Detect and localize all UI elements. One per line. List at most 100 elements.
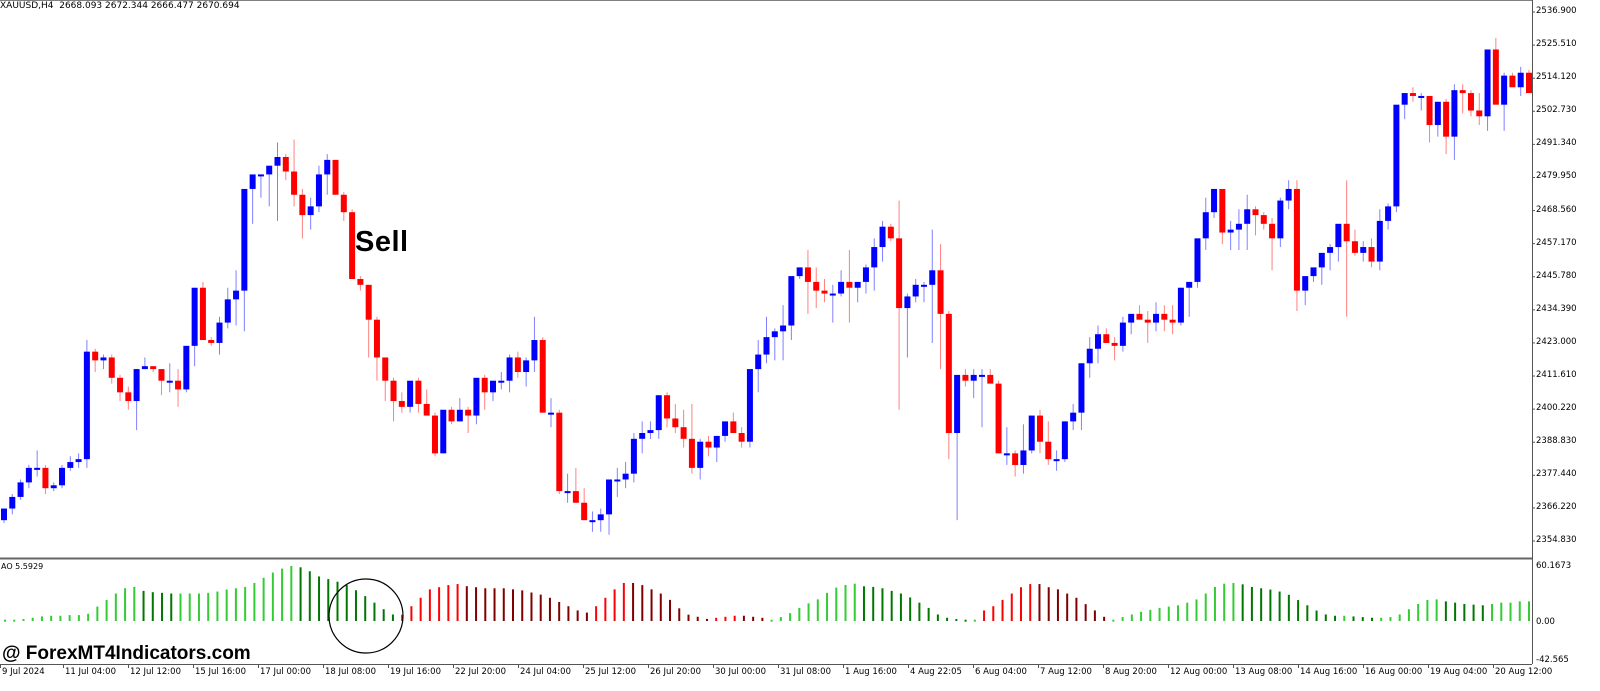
candle — [407, 380, 414, 407]
candle — [17, 482, 24, 497]
candle — [871, 247, 878, 268]
candle — [829, 293, 836, 296]
time-tick-label: 9 Jul 2024 — [2, 667, 45, 677]
candle — [1028, 415, 1035, 451]
candle — [1302, 276, 1309, 291]
price-tick-label: 2514.120 — [1536, 72, 1577, 83]
candle — [954, 374, 961, 434]
candle — [1194, 238, 1201, 282]
time-tick-label: 22 Jul 20:00 — [455, 667, 506, 677]
candle — [1111, 342, 1118, 346]
candle — [796, 267, 803, 277]
candle — [1501, 75, 1508, 105]
time-tick-label: 11 Jul 04:00 — [65, 667, 116, 677]
candle — [780, 325, 787, 332]
candle — [1153, 313, 1160, 323]
time-tick-label: 20 Aug 12:00 — [1495, 667, 1553, 677]
candle — [373, 319, 380, 358]
candle — [199, 287, 206, 341]
candle — [1169, 319, 1176, 323]
candle — [1526, 72, 1532, 94]
candle — [738, 433, 745, 442]
candle — [1476, 110, 1483, 117]
candle — [622, 473, 629, 480]
candle — [1360, 247, 1367, 253]
time-tick-label: 15 Jul 16:00 — [195, 667, 246, 677]
candle — [1385, 206, 1392, 221]
candle — [1418, 95, 1425, 98]
candle — [34, 467, 41, 470]
candle — [1492, 49, 1499, 105]
price-tick-label: 2536.900 — [1536, 6, 1577, 16]
time-tick-label: 25 Jul 12:00 — [585, 667, 636, 677]
candle — [1293, 188, 1300, 291]
time-tick-label: 30 Jul 00:00 — [715, 667, 766, 677]
candle — [249, 174, 256, 189]
candles — [1, 37, 1532, 535]
candle — [349, 212, 356, 280]
candle — [1136, 313, 1143, 320]
candle — [1260, 215, 1267, 224]
candle — [970, 374, 977, 381]
candle — [531, 340, 538, 361]
candle — [1517, 72, 1524, 88]
candle — [514, 357, 521, 372]
candle — [978, 374, 985, 377]
candle — [83, 351, 90, 460]
candle — [257, 174, 264, 177]
price-tick-label: 2411.610 — [1536, 370, 1577, 381]
candle — [1244, 209, 1251, 224]
candle — [1003, 453, 1010, 456]
time-tick-label: 24 Jul 04:00 — [520, 667, 571, 677]
candle — [1144, 319, 1151, 323]
candle — [1219, 188, 1226, 233]
candle — [1509, 75, 1516, 88]
candle — [92, 351, 99, 361]
candle — [1211, 188, 1218, 213]
candle — [945, 313, 952, 434]
time-tick-label: 6 Aug 04:00 — [975, 667, 1027, 677]
price-tick-label: 2491.340 — [1536, 138, 1577, 149]
price-tick-label: 2502.730 — [1536, 105, 1577, 116]
candle — [1045, 441, 1052, 460]
candle — [705, 441, 712, 448]
candle — [1351, 241, 1358, 253]
candle — [1078, 363, 1085, 413]
time-tick-label: 31 Jul 08:00 — [780, 667, 831, 677]
candle — [1401, 93, 1408, 105]
candle — [117, 377, 124, 393]
candle — [1443, 101, 1450, 137]
candle — [315, 174, 322, 207]
candle — [440, 409, 447, 454]
candle — [108, 357, 115, 378]
candle — [647, 430, 654, 434]
symbol-info-label: XAUUSD,H4 2668.093 2672.344 2666.477 267… — [0, 1, 240, 11]
candle — [158, 369, 165, 381]
candle — [1070, 412, 1077, 422]
candle — [1426, 95, 1433, 126]
candle — [730, 421, 737, 434]
candle — [291, 171, 298, 195]
time-tick-label: 1 Aug 16:00 — [845, 667, 897, 677]
candle — [539, 340, 546, 413]
price-tick-label: 2468.560 — [1536, 204, 1577, 215]
time-tick-label: 12 Aug 00:00 — [1170, 667, 1228, 677]
candle — [1202, 212, 1209, 239]
time-tick-label: 8 Aug 20:00 — [1105, 667, 1157, 677]
candle — [1037, 415, 1044, 442]
price-tick-label: 2354.830 — [1536, 535, 1577, 545]
candle — [340, 194, 347, 213]
candle — [813, 281, 820, 291]
price-tick-label: 2377.440 — [1536, 469, 1577, 480]
candle — [448, 409, 455, 422]
candle — [846, 281, 853, 288]
candle — [456, 409, 463, 422]
signal-circle-annotation — [328, 578, 404, 654]
candle — [589, 520, 596, 523]
candle — [1467, 93, 1474, 111]
candle — [1269, 223, 1276, 239]
price-tick-label: 2525.510 — [1536, 39, 1577, 50]
candle — [125, 392, 132, 402]
